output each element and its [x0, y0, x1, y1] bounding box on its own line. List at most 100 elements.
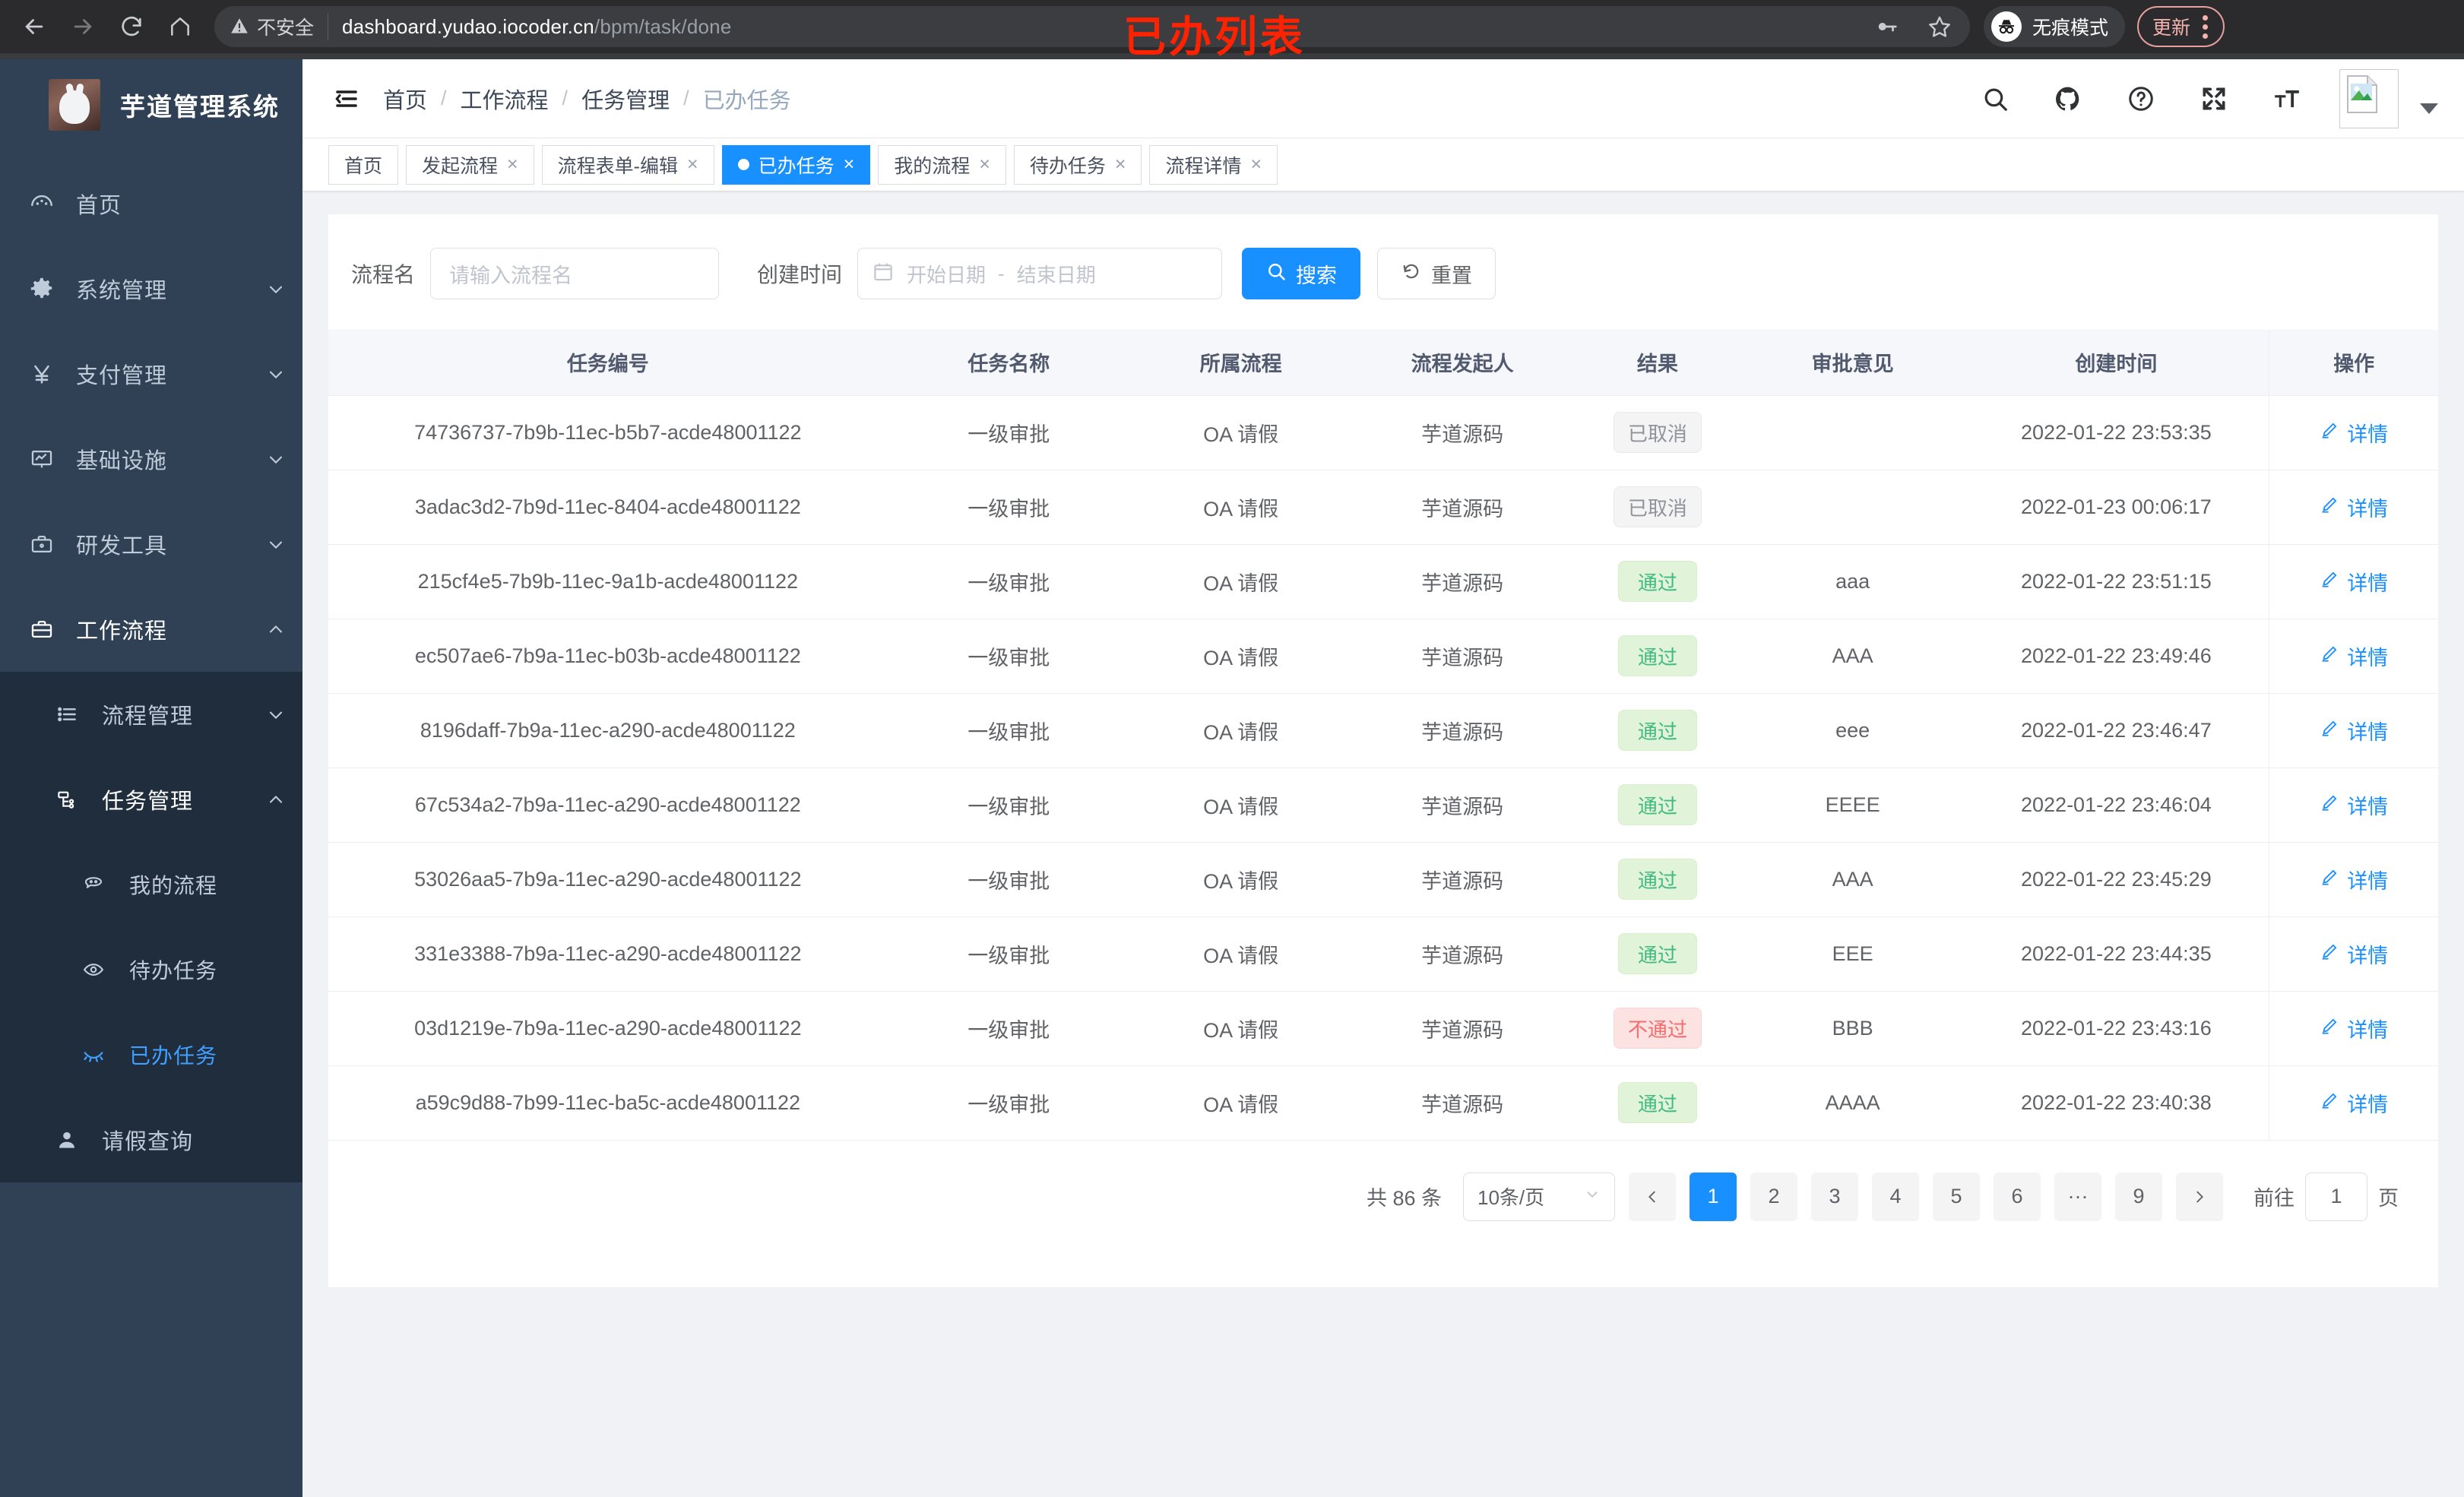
- main-area: 首页 / 工作流程 / 任务管理 / 已办任务: [302, 59, 2464, 1497]
- security-indicator[interactable]: 不安全: [230, 13, 329, 40]
- cell-created: 2022-01-22 23:44:35: [1963, 916, 2269, 992]
- update-button[interactable]: 更新: [2137, 6, 2225, 47]
- jump-page-input[interactable]: 1: [2305, 1172, 2367, 1221]
- prev-page-button[interactable]: [1629, 1172, 1676, 1221]
- page-button-4[interactable]: 4: [1872, 1172, 1919, 1221]
- logo-icon: [49, 79, 100, 131]
- reset-button[interactable]: 重置: [1377, 248, 1496, 299]
- page-button-5[interactable]: 5: [1933, 1172, 1980, 1221]
- incognito-icon: [1991, 11, 2022, 42]
- cell-result: 通过: [1572, 767, 1742, 843]
- search-button[interactable]: 搜索: [1242, 248, 1361, 299]
- sidebar-item-task-mgmt[interactable]: 任务管理: [0, 757, 302, 842]
- tab-my-process[interactable]: 我的流程 ×: [878, 144, 1006, 185]
- sidebar-item-workflow[interactable]: 工作流程: [0, 587, 302, 672]
- hamburger-icon[interactable]: [327, 79, 366, 119]
- update-label: 更新: [2152, 17, 2191, 39]
- cell-opinion: AAA: [1741, 619, 1964, 694]
- url-path: /bpm/task/done: [594, 14, 732, 38]
- cell-created: 2022-01-22 23:53:35: [1963, 395, 2269, 470]
- page-button-1[interactable]: 1: [1690, 1172, 1737, 1221]
- star-icon[interactable]: [1927, 14, 1952, 39]
- back-arrow-icon[interactable]: [12, 5, 56, 49]
- page-button-3[interactable]: 3: [1811, 1172, 1858, 1221]
- topbar-actions: [1975, 68, 2438, 128]
- tab-start-process[interactable]: 发起流程 ×: [406, 144, 534, 185]
- sidebar-item-label: 待办任务: [129, 959, 218, 983]
- detail-link[interactable]: 详情: [2320, 865, 2388, 894]
- sidebar-item-home[interactable]: 首页: [0, 161, 302, 246]
- sidebar-item-process-mgmt[interactable]: 流程管理: [0, 672, 302, 757]
- detail-link[interactable]: 详情: [2320, 641, 2388, 671]
- close-icon[interactable]: ×: [507, 153, 518, 175]
- sidebar-item-payment[interactable]: 支付管理: [0, 331, 302, 416]
- close-icon[interactable]: ×: [1114, 153, 1126, 175]
- create-time-range-picker[interactable]: 开始日期 - 结束日期: [857, 248, 1223, 299]
- github-icon[interactable]: [2048, 78, 2089, 119]
- sidebar-item-todo-task[interactable]: 待办任务: [0, 927, 302, 1012]
- page-button-9[interactable]: 9: [2115, 1172, 2162, 1221]
- detail-link[interactable]: 详情: [2320, 716, 2388, 745]
- tab-todo-task[interactable]: 待办任务 ×: [1013, 144, 1142, 185]
- sidebar-item-leave-query[interactable]: 请假查询: [0, 1097, 302, 1182]
- address-bar[interactable]: 不安全 dashboard.yudao.iocoder.cn/bpm/task/…: [214, 6, 1970, 47]
- tab-process-form-edit[interactable]: 流程表单-编辑 ×: [541, 144, 714, 185]
- cell-task-id: 331e3388-7b9a-11ec-a290-acde48001122: [328, 916, 888, 992]
- detail-link[interactable]: 详情: [2320, 418, 2388, 448]
- search-icon[interactable]: [1975, 78, 2016, 119]
- sidebar-item-done-task[interactable]: 已办任务: [0, 1012, 302, 1097]
- tab-process-detail[interactable]: 流程详情 ×: [1149, 144, 1278, 185]
- tab-label: 首页: [344, 155, 383, 177]
- cell-process: OA 请假: [1129, 916, 1352, 992]
- avatar[interactable]: [2339, 68, 2399, 128]
- close-icon[interactable]: ×: [843, 153, 855, 175]
- brand-title: 芋道管理系统: [120, 93, 280, 121]
- detail-link[interactable]: 详情: [2320, 1088, 2388, 1118]
- incognito-badge[interactable]: 无痕模式: [1984, 6, 2126, 47]
- kebab-menu-icon[interactable]: [2198, 14, 2212, 39]
- cell-operation: 详情: [2269, 544, 2438, 619]
- cell-process: OA 请假: [1129, 767, 1352, 843]
- cell-operation: 详情: [2269, 395, 2438, 470]
- tab-done-task[interactable]: 已办任务 ×: [721, 144, 871, 185]
- reload-icon[interactable]: [109, 5, 154, 49]
- fullscreen-icon[interactable]: [2193, 78, 2234, 119]
- detail-link[interactable]: 详情: [2320, 492, 2388, 522]
- close-icon[interactable]: ×: [979, 153, 990, 175]
- tab-home[interactable]: 首页: [328, 144, 399, 185]
- breadcrumb-item-0[interactable]: 首页: [383, 88, 428, 113]
- breadcrumb-item-1[interactable]: 工作流程: [460, 88, 549, 113]
- detail-link[interactable]: 详情: [2320, 790, 2388, 820]
- key-icon[interactable]: [1876, 15, 1899, 38]
- detail-link[interactable]: 详情: [2320, 939, 2388, 969]
- list-icon: [55, 702, 102, 726]
- detail-link-label: 详情: [2347, 1093, 2389, 1116]
- next-page-button[interactable]: [2176, 1172, 2223, 1221]
- sidebar-item-infrastructure[interactable]: 基础设施: [0, 416, 302, 502]
- page-button-2[interactable]: 2: [1750, 1172, 1797, 1221]
- total-count-label: 共 86 条: [1366, 1187, 1442, 1210]
- status-badge: 通过: [1617, 710, 1697, 751]
- breadcrumb-item-2[interactable]: 任务管理: [581, 88, 670, 113]
- browser-chrome: 不安全 dashboard.yudao.iocoder.cn/bpm/task/…: [0, 0, 2464, 61]
- forward-arrow-icon[interactable]: [61, 5, 105, 49]
- close-icon[interactable]: ×: [1250, 153, 1262, 175]
- help-icon[interactable]: [2120, 78, 2162, 119]
- home-icon[interactable]: [158, 5, 202, 49]
- cell-task-id: a59c9d88-7b99-11ec-ba5c-acde48001122: [328, 1065, 888, 1141]
- detail-link[interactable]: 详情: [2320, 567, 2388, 597]
- process-name-input[interactable]: 请输入流程名: [430, 248, 720, 299]
- detail-link[interactable]: 详情: [2320, 1014, 2388, 1043]
- page-size-select[interactable]: 10条/页: [1463, 1172, 1615, 1221]
- font-size-icon[interactable]: [2266, 78, 2307, 119]
- caret-down-icon[interactable]: [2420, 103, 2438, 114]
- page-ellipsis[interactable]: ···: [2054, 1172, 2101, 1221]
- cell-operation: 详情: [2269, 619, 2438, 694]
- sidebar-item-system[interactable]: 系统管理: [0, 246, 302, 331]
- close-icon[interactable]: ×: [686, 153, 698, 175]
- cell-starter: 芋道源码: [1351, 1065, 1573, 1141]
- page-button-6[interactable]: 6: [1994, 1172, 2041, 1221]
- sidebar-item-devtools[interactable]: 研发工具: [0, 502, 302, 587]
- sidebar-item-my-process[interactable]: 我的流程: [0, 842, 302, 927]
- brand[interactable]: 芋道管理系统: [0, 59, 302, 150]
